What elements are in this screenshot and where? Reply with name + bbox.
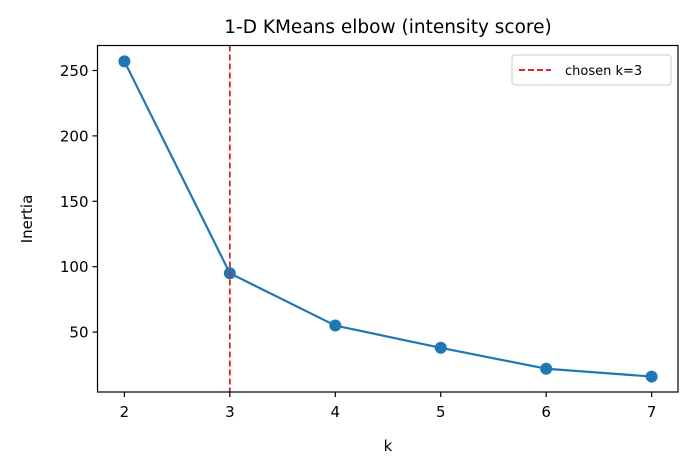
- chart-title: 1-D KMeans elbow (intensity score): [224, 17, 551, 38]
- plot-area: 50 100 150 200 250 2 3 4 5 6 7: [60, 44, 679, 421]
- y-tick-label: 150: [60, 193, 89, 211]
- x-tick-label: 2: [120, 403, 130, 421]
- x-tick-label: 4: [331, 403, 341, 421]
- x-tick-label: 6: [541, 403, 551, 421]
- x-tick-label: 3: [225, 403, 235, 421]
- series-line: [123, 60, 652, 378]
- legend-box: [511, 54, 672, 86]
- data-point-marker: [329, 319, 342, 332]
- y-tick-label: 50: [69, 324, 88, 342]
- axes-frame: [96, 44, 679, 393]
- y-tick-label: 200: [60, 127, 89, 145]
- y-tick-label: 100: [60, 258, 89, 276]
- data-point-marker: [645, 370, 658, 383]
- x-axis-label: k: [384, 437, 393, 455]
- data-point-marker: [434, 341, 447, 354]
- legend: chosen k=3: [511, 54, 672, 86]
- y-axis-label: Inertia: [18, 195, 36, 244]
- data-point-marker: [118, 55, 131, 68]
- data-point-marker: [540, 362, 553, 375]
- y-tick-label: 250: [60, 62, 89, 80]
- x-tick-label: 5: [436, 403, 446, 421]
- x-tick-label: 7: [647, 403, 657, 421]
- legend-entry-chosen-k: chosen k=3: [565, 64, 642, 79]
